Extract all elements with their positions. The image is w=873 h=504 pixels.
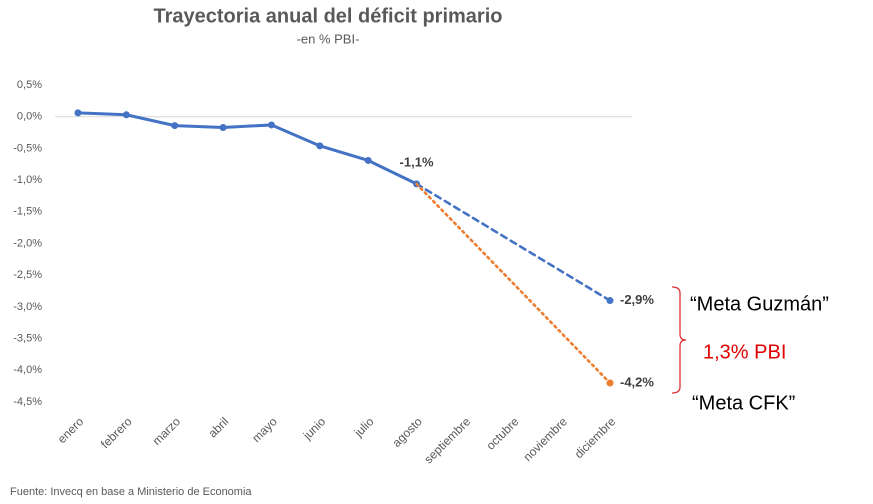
line <box>415 182 612 385</box>
y-tick-label: -2,5% <box>13 269 42 281</box>
point <box>74 109 82 117</box>
x-tick-label: junio <box>300 414 329 443</box>
chart-subtitle: -en % PBI- <box>297 31 360 46</box>
y-tick-label: -2,0% <box>13 237 42 249</box>
point <box>219 123 227 131</box>
point <box>606 297 614 305</box>
x-tick-label: agosto <box>390 414 426 450</box>
y-tick-label: 0,5% <box>17 79 42 91</box>
x-tick-label: octubre <box>483 414 521 452</box>
source: Fuente: Invecq en base a Ministerio de E… <box>10 486 252 498</box>
annotation: “Meta CFK” <box>692 392 795 414</box>
bracket <box>671 286 687 394</box>
point <box>267 121 275 129</box>
x-tick-label: marzo <box>150 414 184 448</box>
x-tick-label: diciembre <box>572 414 619 461</box>
point <box>606 379 614 387</box>
y-tick-label: -0,5% <box>13 142 42 154</box>
point <box>122 111 130 119</box>
x-tick-label: abril <box>206 414 232 440</box>
x-tick-label: febrero <box>98 414 135 451</box>
point <box>364 156 372 164</box>
y-tick-label: -4,0% <box>13 364 42 376</box>
x-tick-label: julio <box>351 414 377 440</box>
y-tick-label: -4,5% <box>13 396 42 408</box>
annotation: 1,3% PBI <box>703 341 786 363</box>
y-tick-label: -3,0% <box>13 301 42 313</box>
chart-title: Trayectoria anual del déficit primario <box>153 5 502 27</box>
point <box>316 142 324 150</box>
x-tick-label: mayo <box>249 414 280 445</box>
x-tick-label: enero <box>55 414 87 446</box>
x-tick-label: noviembre <box>520 414 570 464</box>
y-tick-label: -1,5% <box>13 206 42 218</box>
line <box>415 182 612 302</box>
value-label: -4,2% <box>620 374 654 389</box>
value-label: -1,1% <box>400 154 434 169</box>
annotation: “Meta Guzmán” <box>690 293 829 315</box>
point <box>171 122 179 130</box>
line <box>76 111 419 186</box>
y-tick-label: 0,0% <box>17 111 42 123</box>
y-tick-label: -1,0% <box>13 174 42 186</box>
y-tick-label: -3,5% <box>13 333 42 345</box>
value-label: -2,9% <box>620 292 654 307</box>
x-tick-label: septiembre <box>421 414 473 466</box>
